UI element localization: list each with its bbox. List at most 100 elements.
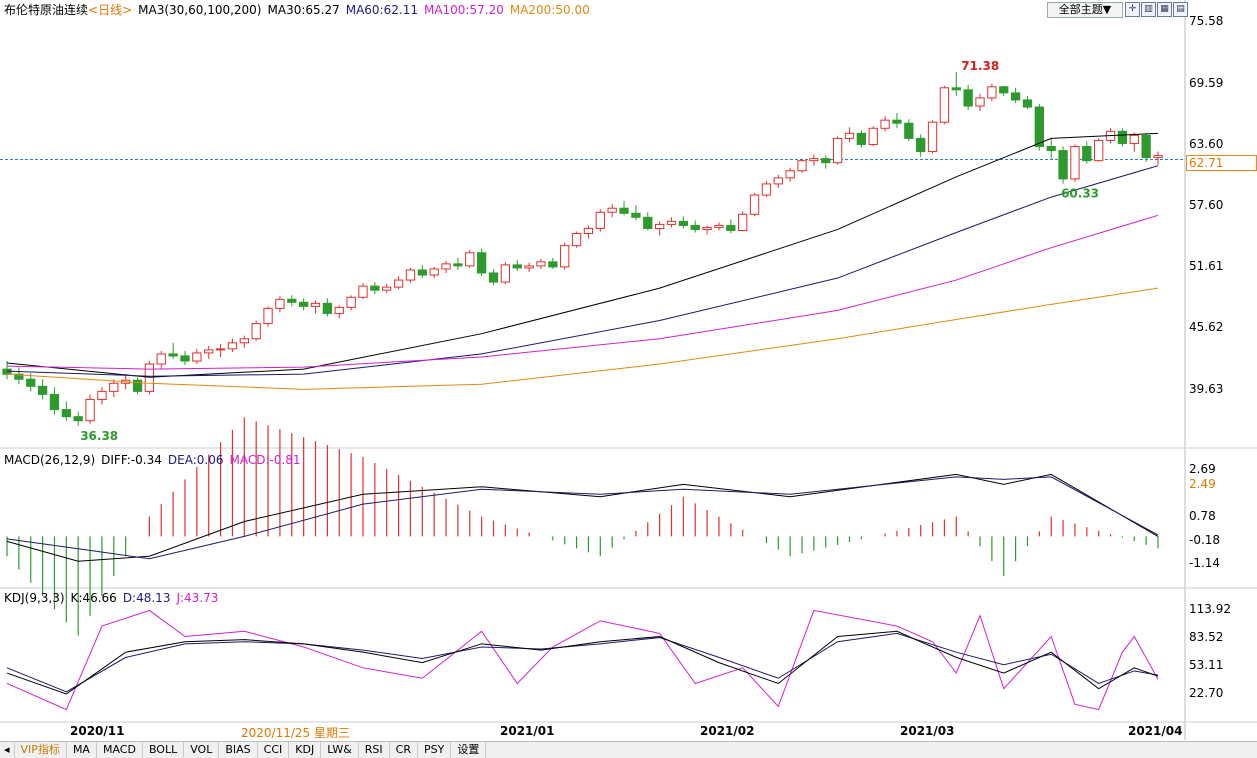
- candle-body: [358, 285, 368, 298]
- candle-body: [1129, 134, 1139, 144]
- ma-line-ma30: [6, 132, 1159, 378]
- candle-body: [1153, 155, 1163, 159]
- cursor-date-label: 2020/11/25 星期三: [241, 726, 350, 740]
- period-label[interactable]: <日线>: [88, 3, 133, 17]
- candle-body: [524, 265, 534, 269]
- theme-dropdown-button[interactable]: 全部主题▼: [1047, 2, 1123, 18]
- candle-body: [856, 132, 867, 145]
- macd-axis-label: 2.69: [1189, 462, 1216, 476]
- high-annotation: 71.38: [961, 59, 999, 73]
- tab-settings[interactable]: 设置: [451, 742, 487, 758]
- price-axis-label: 57.60: [1189, 198, 1224, 212]
- macd-axis-label: -1.14: [1189, 556, 1221, 570]
- candle-body: [726, 224, 736, 231]
- date-label: 2020/11: [70, 724, 125, 738]
- macd-diff-line: [6, 473, 1159, 562]
- candle-body: [809, 158, 819, 162]
- candle-body: [168, 353, 178, 357]
- candle-body: [939, 87, 950, 123]
- candle-body: [1010, 92, 1021, 101]
- candle-body: [773, 177, 783, 185]
- candle-body: [382, 286, 392, 291]
- candle-body: [488, 272, 499, 283]
- tab-kdj[interactable]: KDJ: [289, 742, 322, 758]
- candle-body: [714, 224, 724, 228]
- tab-arrow-icon[interactable]: ◂: [0, 742, 15, 758]
- candle-body: [666, 220, 677, 225]
- tab-macd[interactable]: MACD: [97, 742, 143, 758]
- tab-cr[interactable]: CR: [390, 742, 418, 758]
- candle-body: [144, 363, 155, 392]
- candle-body: [334, 306, 344, 314]
- candle-body: [1070, 145, 1080, 180]
- candle-body: [239, 338, 249, 344]
- tab-boll[interactable]: BOLL: [143, 742, 185, 758]
- ma100-value: MA100:57.20: [423, 3, 504, 17]
- candle-body: [1034, 106, 1044, 147]
- candle-body: [927, 121, 938, 153]
- candle-body: [370, 285, 380, 291]
- candle-body: [405, 269, 416, 281]
- candle-body: [275, 298, 285, 309]
- candle-body: [192, 352, 202, 362]
- candle-body: [571, 233, 582, 247]
- date-label: 2021/04: [1128, 724, 1183, 738]
- candle-body: [85, 398, 95, 422]
- candle-body: [1094, 139, 1104, 162]
- window-icon[interactable]: ▤: [1173, 2, 1188, 17]
- candle-body: [49, 393, 60, 411]
- tab-bias[interactable]: BIAS: [219, 742, 258, 758]
- candle-body: [180, 355, 190, 362]
- layout-icon[interactable]: ▥: [1141, 2, 1156, 17]
- candle-body: [738, 213, 748, 231]
- ma-line-ma60: [6, 165, 1159, 377]
- candle-body: [251, 323, 261, 340]
- candle-body: [1117, 130, 1128, 144]
- price-axis-label: 45.62: [1189, 320, 1224, 334]
- candle-body: [832, 137, 843, 164]
- candle-body: [797, 160, 807, 172]
- tab-lw[interactable]: LW&: [321, 742, 359, 758]
- tab-vol[interactable]: VOL: [184, 742, 220, 758]
- candle-body: [904, 122, 914, 139]
- candle-body: [916, 137, 926, 153]
- crosshair-icon[interactable]: ✛: [1125, 2, 1140, 17]
- candle-body: [227, 342, 238, 350]
- tab-ma[interactable]: MA: [67, 742, 97, 758]
- kdj-d: D:48.13: [122, 591, 171, 605]
- tab-psy[interactable]: PSY: [418, 742, 452, 758]
- candle-body: [1141, 134, 1151, 159]
- kdj-title: KDJ(9,3,3): [4, 591, 65, 605]
- kdj-axis-label: 113.92: [1189, 602, 1231, 616]
- grid-icon[interactable]: ▦: [1157, 2, 1172, 17]
- candle-body: [263, 307, 273, 325]
- candle-body: [37, 385, 48, 395]
- candle-body: [310, 302, 321, 307]
- macd-dea: DEA:0.06: [167, 453, 224, 467]
- candle-body: [785, 170, 795, 179]
- price-axis-label: 69.59: [1189, 76, 1224, 90]
- candle-body: [429, 268, 439, 276]
- candle-body: [1022, 99, 1033, 108]
- candle-body: [500, 264, 511, 283]
- candle-body: [999, 86, 1009, 94]
- date-label: 2021/02: [700, 724, 755, 738]
- tab-vip-indicators[interactable]: VIP指标: [15, 742, 67, 758]
- ma-indicator-label: MA3(30,60,100,200): [138, 3, 262, 17]
- ma60-value: MA60:62.11: [345, 3, 418, 17]
- macd-header: MACD(26,12,9) DIFF:-0.34 DEA:0.06 MACD:-0.8…: [4, 453, 307, 467]
- kdj-d-line: [6, 632, 1159, 693]
- candle-body: [97, 390, 107, 400]
- candle-body: [678, 220, 689, 226]
- macd-axis-label: -0.18: [1189, 533, 1221, 547]
- ma-line-ma200: [6, 287, 1159, 390]
- tab-rsi[interactable]: RSI: [359, 742, 390, 758]
- candle-body: [465, 252, 475, 267]
- candle-body: [322, 302, 333, 314]
- candle-body: [1082, 145, 1092, 162]
- candle-body: [61, 409, 71, 418]
- candle-body: [417, 269, 427, 276]
- candle-body: [215, 348, 226, 351]
- tab-cci[interactable]: CCI: [258, 742, 290, 758]
